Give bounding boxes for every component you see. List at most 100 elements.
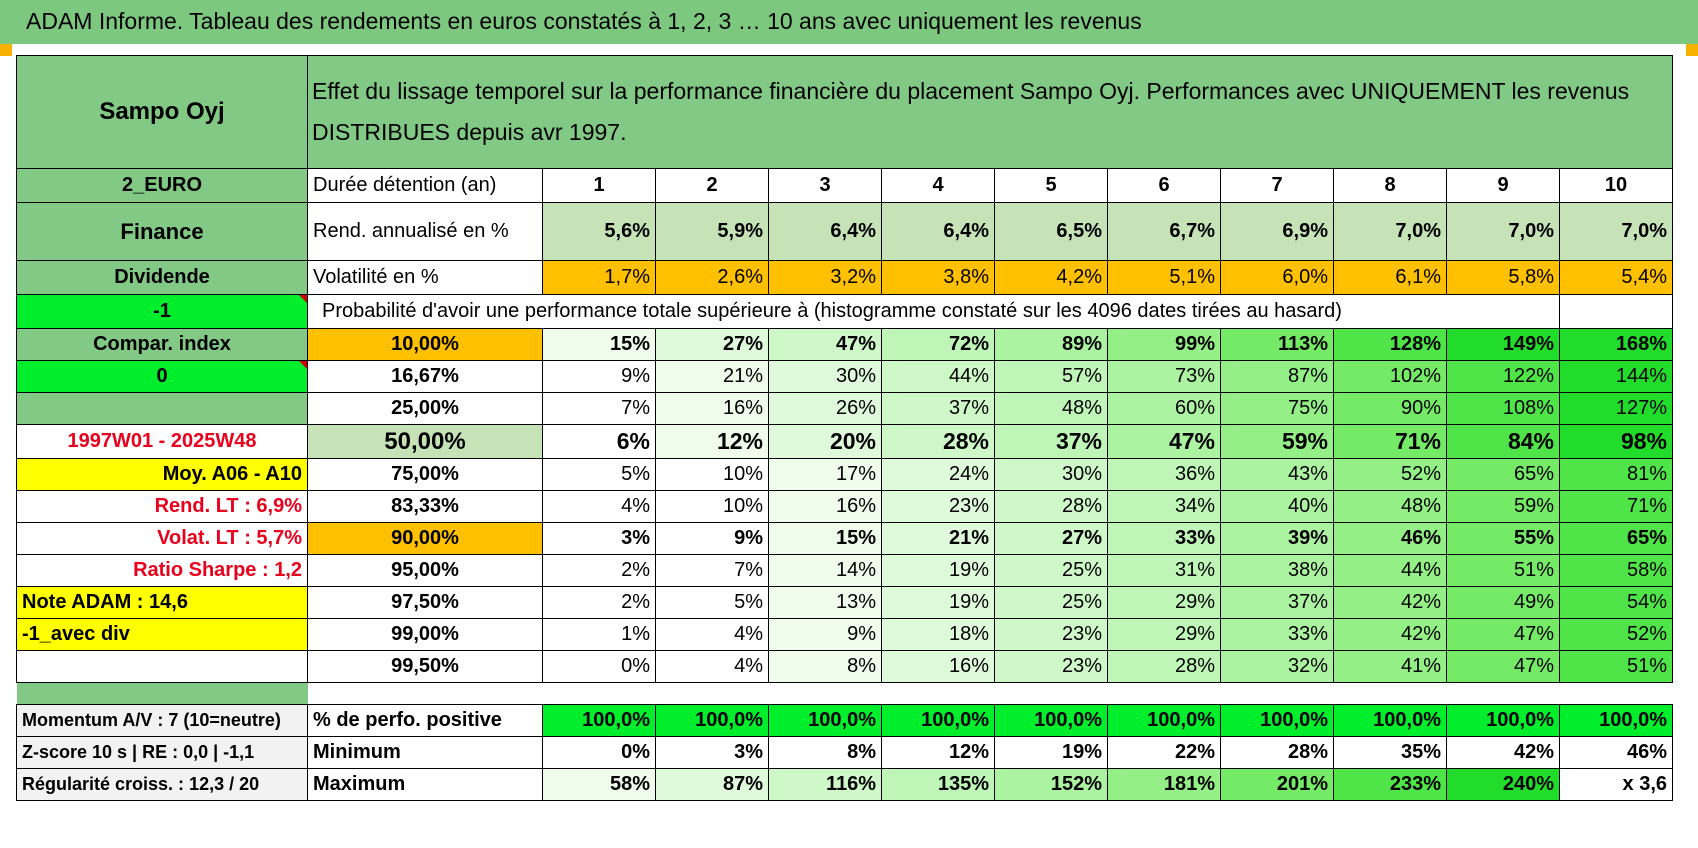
stat-value: 12% [881, 736, 995, 769]
performance-value: 16% [655, 392, 769, 425]
performance-value: 54% [1559, 586, 1673, 619]
stat-value: 100,0% [1446, 704, 1560, 737]
performance-value: 25% [994, 554, 1108, 587]
stat-value: 22% [1107, 736, 1221, 769]
probability-threshold: 25,00% [307, 392, 543, 425]
performance-value: 102% [1333, 360, 1447, 393]
probability-threshold: 10,00% [307, 328, 543, 361]
stat-value: 3% [655, 736, 769, 769]
performance-value: 36% [1107, 458, 1221, 491]
year-3: 3 [768, 168, 882, 203]
volatility-value: 5,8% [1446, 260, 1560, 295]
probability-row: Compar. index 10,00% 15% 27% 47% 72% 89% 99% 113… [16, 328, 1673, 361]
description: Effet du lissage temporel sur la perform… [307, 55, 1673, 169]
performance-value: 81% [1559, 458, 1673, 491]
performance-value: 47% [1107, 424, 1221, 459]
stat-value: x 3,6 [1559, 768, 1673, 801]
performance-value: 14% [768, 554, 882, 587]
performance-value: 51% [1446, 554, 1560, 587]
annualized-return-value: 5,6% [542, 202, 656, 261]
probability-threshold: 16,67% [307, 360, 543, 393]
performance-value: 90% [1333, 392, 1447, 425]
stat-value: 100,0% [994, 704, 1108, 737]
performance-value: 168% [1559, 328, 1673, 361]
performance-value: 19% [881, 586, 995, 619]
performance-value: 89% [994, 328, 1108, 361]
stat-value: 100,0% [768, 704, 882, 737]
annualized-return-value: 7,0% [1559, 202, 1673, 261]
probability-row: 99,50% 0% 4% 8% 16% 23% 28% 32% 41% 47% 51% [16, 650, 1673, 683]
annualized-return-label: Rend. annualisé en % [307, 202, 543, 261]
annualized-return-value: 6,7% [1107, 202, 1221, 261]
probability-row: Volat. LT : 5,7% 90,00% 3% 9% 15% 21% 27% 33% 39… [16, 522, 1673, 555]
performance-value: 122% [1446, 360, 1560, 393]
performance-value: 28% [994, 490, 1108, 523]
empty-cell [1446, 294, 1560, 329]
performance-value: 4% [542, 490, 656, 523]
performance-value: 4% [655, 618, 769, 651]
separator-cell [16, 682, 308, 705]
description-line1: Effet du lissage temporel sur la perform… [312, 78, 1630, 104]
performance-value: 49% [1446, 586, 1560, 619]
performance-value: 28% [881, 424, 995, 459]
report-title: ADAM Informe. Tableau des rendements en … [26, 8, 1142, 34]
performance-value: 29% [1107, 618, 1221, 651]
year-7: 7 [1220, 168, 1334, 203]
performance-value: 4% [655, 650, 769, 683]
currency-label: 2_EURO [16, 168, 308, 203]
stats-row: Momentum A/V : 7 (10=neutre)% de perfo. … [16, 704, 1673, 737]
performance-value: 37% [1220, 586, 1334, 619]
description-line2: DISTRIBUES depuis avr 1997. [312, 119, 627, 145]
stat-value: 100,0% [1220, 704, 1334, 737]
performance-value: 7% [655, 554, 769, 587]
side-info-cell: Volat. LT : 5,7% [16, 522, 308, 555]
performance-value: 18% [881, 618, 995, 651]
annualized-return-value: 5,9% [655, 202, 769, 261]
stat-value: 181% [1107, 768, 1221, 801]
performance-value: 41% [1333, 650, 1447, 683]
performance-value: 73% [1107, 360, 1221, 393]
stats-row: Z-score 10 s | RE : 0,0 | -1,1 Minimum 0% 3… [16, 736, 1673, 769]
probability-row: -1_avec div 99,00% 1% 4% 9% 18% 23% 29% 33% 42% 47… [16, 618, 1673, 651]
annualized-return-value: 7,0% [1333, 202, 1447, 261]
stat-value: 233% [1333, 768, 1447, 801]
probability-threshold: 83,33% [307, 490, 543, 523]
side-info-cell: Note ADAM : 14,6 [16, 586, 308, 619]
performance-value: 59% [1446, 490, 1560, 523]
performance-value: 37% [881, 392, 995, 425]
stat-label: Maximum [307, 768, 543, 801]
returns-table: Sampo Oyj Effet du lissage temporel sur … [16, 55, 1673, 801]
performance-value: 15% [542, 328, 656, 361]
volatility-value: 5,1% [1107, 260, 1221, 295]
title-bar: ADAM Informe. Tableau des rendements en … [0, 0, 1698, 44]
stat-value: 135% [881, 768, 995, 801]
performance-value: 43% [1220, 458, 1334, 491]
probability-heading: Probabilité d'avoir une performance tota… [307, 294, 1447, 329]
stat-value: 100,0% [881, 704, 995, 737]
stat-value: 0% [542, 736, 656, 769]
stat-value: 116% [768, 768, 882, 801]
side-info-cell: Rend. LT : 6,9% [16, 490, 308, 523]
annualized-return-value: 6,4% [881, 202, 995, 261]
performance-value: 71% [1559, 490, 1673, 523]
stat-value: 42% [1446, 736, 1560, 769]
year-6: 6 [1107, 168, 1221, 203]
performance-value: 42% [1333, 586, 1447, 619]
side-info-cell: Moy. A06 - A10 [16, 458, 308, 491]
side-stat: Régularité croiss. : 12,3 / 20 [16, 768, 308, 801]
side-info-cell: 1997W01 - 2025W48 [16, 424, 308, 459]
performance-value: 75% [1220, 392, 1334, 425]
performance-value: 113% [1220, 328, 1334, 361]
side-stat: Momentum A/V : 7 (10=neutre) [16, 704, 308, 737]
performance-value: 47% [768, 328, 882, 361]
performance-value: 1% [542, 618, 656, 651]
volatility-value: 4,2% [994, 260, 1108, 295]
performance-value: 55% [1446, 522, 1560, 555]
side-info-cell: Compar. index [16, 328, 308, 361]
performance-value: 9% [768, 618, 882, 651]
left-margin [0, 44, 16, 848]
performance-value: 19% [881, 554, 995, 587]
stat-value: 28% [1220, 736, 1334, 769]
stat-value: 100,0% [542, 704, 656, 737]
volatility-value: 6,0% [1220, 260, 1334, 295]
